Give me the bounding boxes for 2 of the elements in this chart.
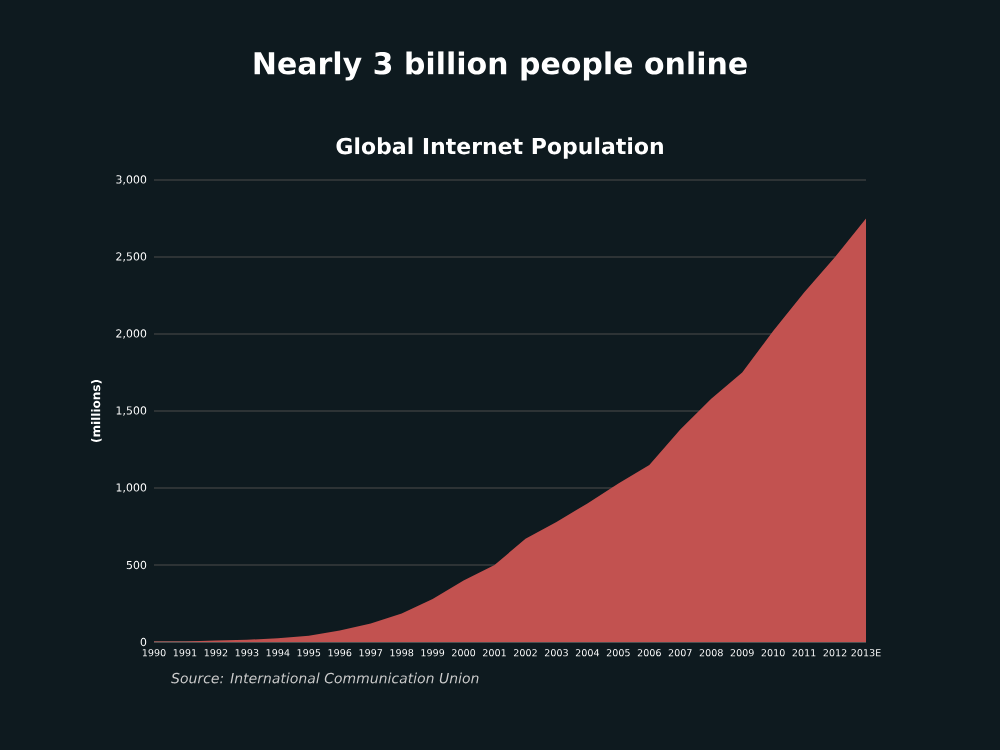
chart-subtitle: Global Internet Population	[336, 137, 663, 159]
chart-title: Nearly 3 billion people online	[254, 51, 747, 81]
